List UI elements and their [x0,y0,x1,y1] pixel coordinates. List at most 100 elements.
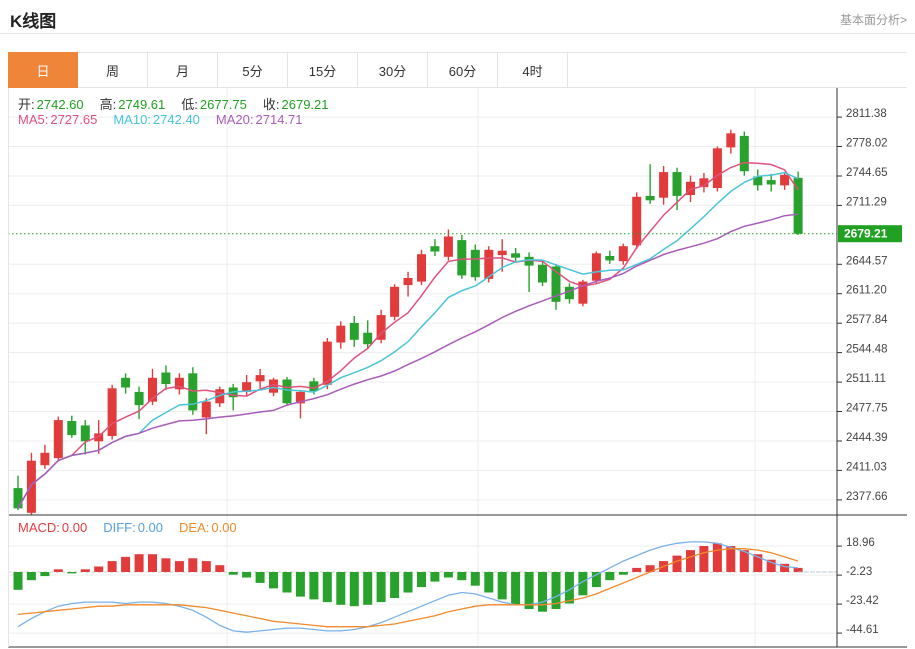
kline-chart[interactable]: 2811.38 2778.02 2744.65 2711.29 2644.57 2611.… [8,88,907,649]
candle-body [94,433,104,442]
candle-body [551,266,561,302]
page-header: K线图 基本面分析> [0,0,915,33]
macd-axis-label: -2.23 [846,566,872,578]
macd-hist-bar [457,572,467,581]
macd-hist-bar [766,559,776,572]
candle-body [376,315,386,340]
macd-hist-bar [336,572,346,605]
candle-body [484,249,494,279]
dea-line [17,548,799,628]
candle-body [174,377,184,390]
macd-hist-bar [40,572,50,577]
candle-body [753,176,763,186]
price-axis-label: 2644.57 [846,255,888,267]
candle-body [686,181,695,195]
price-axis-label: 2444.39 [846,432,888,444]
candle-body [793,177,803,234]
candle-body [591,253,601,281]
macd-hist-bar [188,558,198,572]
ma20-line [17,213,799,509]
candle-body [470,249,480,278]
macd-hist-bar [564,572,574,604]
macd-hist-bar [94,566,104,572]
candle-body [497,250,507,256]
tab-5min[interactable]: 5分 [218,53,288,87]
tab-30min[interactable]: 30分 [358,53,428,87]
macd-hist-bar [134,554,144,572]
candle-body [80,425,90,442]
macd-hist-bar [309,572,319,600]
chart-area: 2811.38 2778.02 2744.65 2711.29 2644.57 2611.… [8,88,907,649]
macd-hist-bar [538,572,547,612]
macd-hist-bar [403,572,413,593]
macd-hist-bar [497,572,507,600]
macd-hist-bar [672,555,682,572]
price-axis-label: 2544.48 [846,344,888,356]
macd-hist-bar [443,572,453,578]
candle-body [712,148,722,188]
macd-hist-bar [417,572,426,588]
macd-hist-bar [13,572,23,590]
macd-hist-bar [618,572,628,575]
tab-15min[interactable]: 15分 [288,53,358,87]
fundamental-analysis-link[interactable]: 基本面分析> [839,13,907,27]
diff-line [17,541,799,633]
macd-hist-bar [349,572,359,607]
macd-hist-bar [242,572,252,578]
macd-hist-bar [201,561,211,572]
candle-body [349,323,359,340]
macd-hist-bar [511,572,521,605]
current-price-badge [838,225,902,243]
candle-body [457,240,467,276]
tab-day[interactable]: 日 [8,52,78,88]
macd-hist-bar [269,572,278,589]
tab-60min[interactable]: 60分 [428,53,498,87]
macd-hist-bar [228,572,238,575]
macd-hist-bar [726,546,736,572]
macd-hist-bar [739,550,749,572]
candle-body [269,379,278,393]
macd-hist-bar [161,558,171,572]
price-axis-label: 2411.03 [846,461,887,473]
macd-hist-bar [363,572,373,605]
macd-hist-bar [686,550,695,572]
macd-hist-bar [793,567,803,572]
candle-body [322,341,332,385]
candle-body [282,379,292,404]
macd-hist-bar [699,546,709,572]
candle-body [121,377,131,388]
candle-body [67,421,77,436]
price-axis-label: 2477.75 [846,403,888,415]
candle-body [443,236,453,257]
macd-hist-bar [712,543,722,572]
header-divider [0,33,915,34]
price-axis-label: 2577.84 [846,314,888,326]
candle-body [699,178,709,188]
candle-body [605,256,615,261]
tab-4hour[interactable]: 4时 [498,53,568,87]
macd-hist-bar [174,561,184,572]
macd-hist-bar [282,572,292,593]
price-axis-label: 2511.11 [846,373,886,385]
candle-body [107,388,117,436]
candle-body [309,381,319,391]
candle-body [26,460,36,513]
candle-body [13,488,23,509]
price-axis-label: 2744.65 [846,167,888,179]
candle-body [295,391,305,404]
candle-body [336,325,346,343]
tab-week[interactable]: 周 [78,53,148,87]
macd-hist-bar [67,572,77,574]
candle-body [672,172,682,196]
candle-body [645,195,655,201]
macd-hist-bar [255,572,265,583]
macd-hist-bar [524,572,534,609]
candle-body [201,401,211,418]
candle-body [726,133,736,148]
macd-hist-bar [107,561,117,572]
page-title: K线图 [10,12,57,31]
tab-month[interactable]: 月 [148,53,218,87]
candle-body [659,172,669,198]
candle-body [390,286,400,317]
candle-body [524,256,534,266]
